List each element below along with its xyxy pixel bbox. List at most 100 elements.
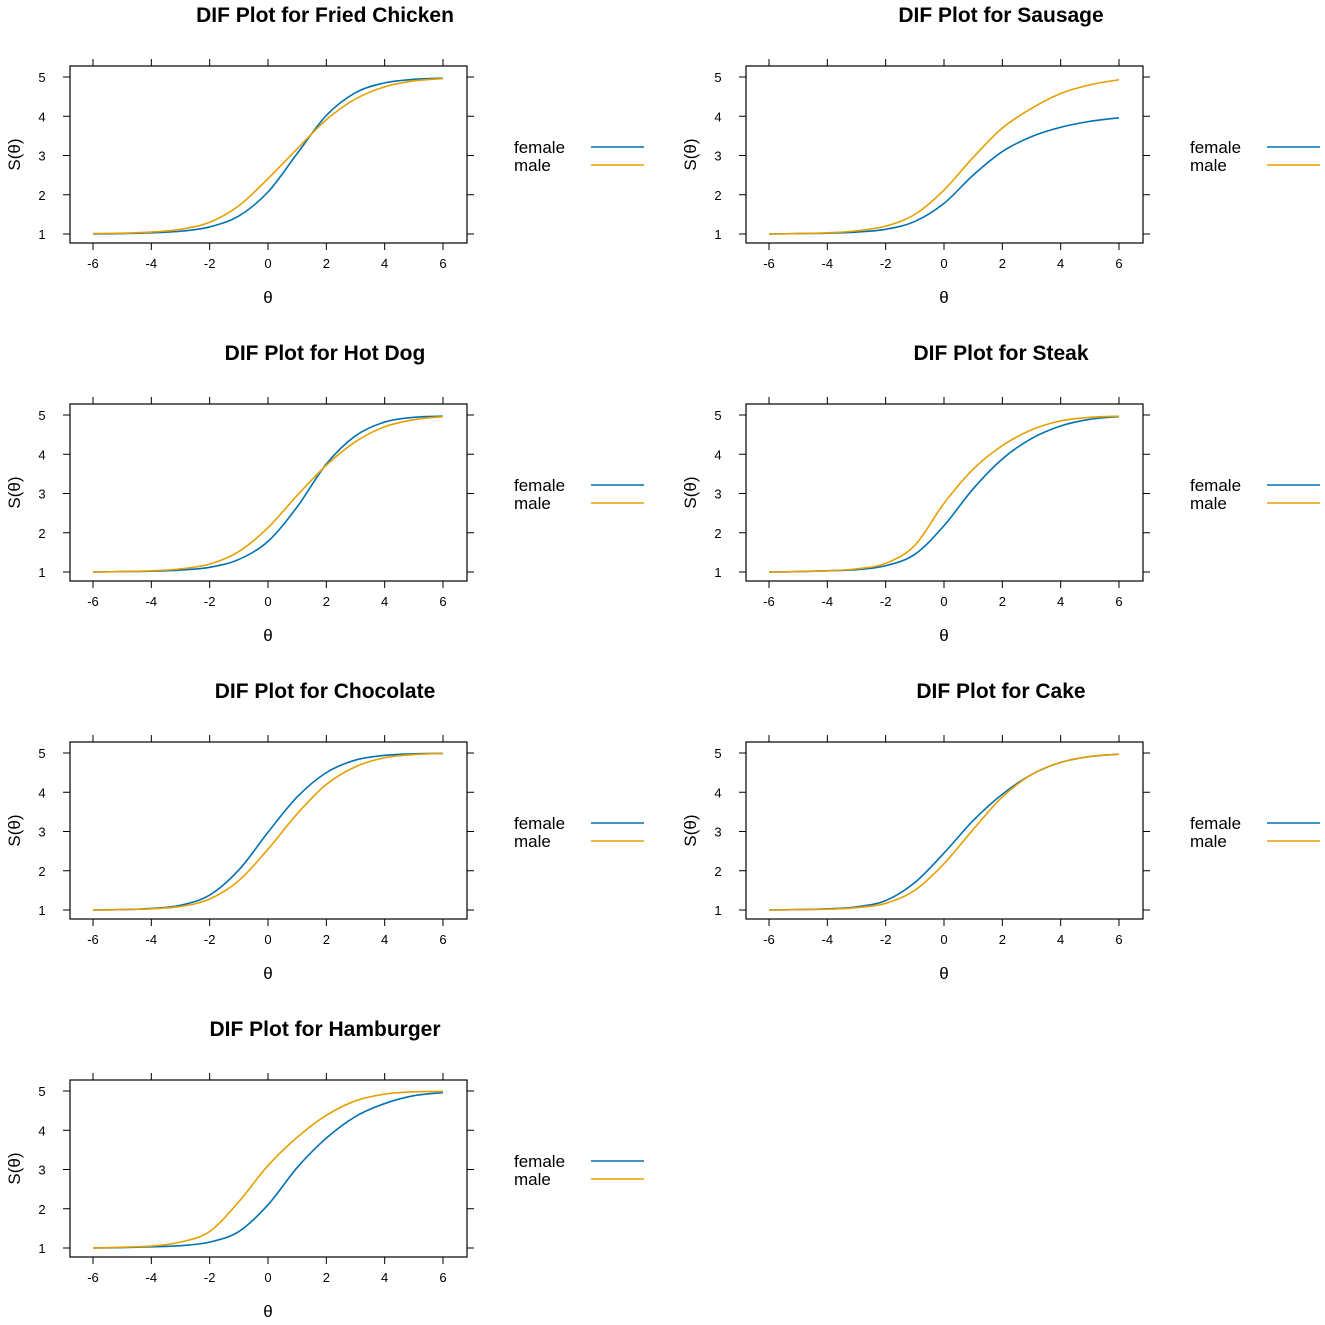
x-tick-label: -4 xyxy=(146,594,158,609)
x-tick-label: -2 xyxy=(880,256,892,271)
y-tick-label: 3 xyxy=(38,825,45,840)
x-tick-label: 2 xyxy=(323,1270,330,1285)
plot-frame xyxy=(745,65,1144,244)
series-line-male xyxy=(768,753,1120,911)
y-tick-label: 1 xyxy=(714,565,721,580)
plot-frame xyxy=(745,403,1144,582)
y-tick-label: 5 xyxy=(714,70,721,85)
series-line-female xyxy=(92,1091,444,1249)
legend-label-male: male xyxy=(514,494,551,513)
x-tick-label: 6 xyxy=(1115,594,1122,609)
x-tick-label: -2 xyxy=(880,594,892,609)
y-axis-label: S(θ) xyxy=(5,476,24,508)
y-axis-label: S(θ) xyxy=(681,476,700,508)
y-tick-label: 4 xyxy=(38,1123,45,1138)
series-line-male xyxy=(768,415,1120,573)
x-tick-label: -4 xyxy=(822,932,834,947)
y-tick-label: 3 xyxy=(714,149,721,164)
series-line-female xyxy=(768,415,1120,573)
legend-label-male: male xyxy=(1190,156,1227,175)
x-tick-label: -2 xyxy=(204,256,216,271)
series-line-female xyxy=(768,117,1120,235)
legend-label-female: female xyxy=(1190,138,1241,157)
chart-title: DIF Plot for Steak xyxy=(913,342,1088,365)
x-tick-label: 2 xyxy=(323,256,330,271)
series-line-male xyxy=(92,77,444,235)
plot-frame xyxy=(69,65,468,244)
x-tick-label: -6 xyxy=(87,594,99,609)
x-tick-label: 4 xyxy=(381,256,388,271)
x-axis-label: θ xyxy=(263,626,272,645)
y-tick-label: 4 xyxy=(714,785,721,800)
y-tick-label: 4 xyxy=(714,447,721,462)
x-tick-label: 4 xyxy=(1057,932,1064,947)
x-tick-label: -4 xyxy=(822,594,834,609)
legend-label-male: male xyxy=(514,832,551,851)
x-tick-label: 6 xyxy=(1115,256,1122,271)
y-tick-label: 4 xyxy=(714,109,721,124)
legend-label-female: female xyxy=(514,814,565,833)
x-tick-label: -4 xyxy=(146,932,158,947)
chart-title: DIF Plot for Sausage xyxy=(898,4,1103,27)
x-tick-label: -4 xyxy=(822,256,834,271)
x-tick-label: 0 xyxy=(264,594,271,609)
x-tick-label: 4 xyxy=(1057,256,1064,271)
x-tick-label: 2 xyxy=(999,932,1006,947)
series-line-male xyxy=(92,415,444,573)
x-tick-label: 0 xyxy=(264,932,271,947)
x-tick-label: -2 xyxy=(204,594,216,609)
legend-label-female: female xyxy=(1190,814,1241,833)
y-tick-label: 2 xyxy=(714,864,721,879)
plot-frame xyxy=(69,403,468,582)
y-tick-label: 5 xyxy=(714,408,721,423)
x-tick-label: 4 xyxy=(381,932,388,947)
x-axis-label: θ xyxy=(939,626,948,645)
chart-title: DIF Plot for Hot Dog xyxy=(225,342,426,365)
y-tick-label: 5 xyxy=(38,408,45,423)
y-tick-label: 1 xyxy=(714,903,721,918)
y-tick-label: 3 xyxy=(714,487,721,502)
y-tick-label: 1 xyxy=(38,1241,45,1256)
chart-title: DIF Plot for Cake xyxy=(916,680,1085,703)
legend-label-male: male xyxy=(1190,832,1227,851)
x-tick-label: 4 xyxy=(381,594,388,609)
y-tick-label: 4 xyxy=(38,447,45,462)
panel-0: DIF Plot for Fried Chicken -6 -4 -2 0 2 4 6 1 2 3 4… xyxy=(5,4,644,307)
y-axis-label: S(θ) xyxy=(5,814,24,846)
x-axis-label: θ xyxy=(263,964,272,983)
panel-6: DIF Plot for Hamburger -6 -4 -2 0 2 4 6 1 2 3 4 5 θ S(… xyxy=(5,1018,644,1321)
panel-1: DIF Plot for Sausage -6 -4 -2 0 2 4 6 1 2 3 4 5 θ S(θ)… xyxy=(681,4,1320,307)
y-tick-label: 3 xyxy=(714,825,721,840)
y-tick-label: 1 xyxy=(38,227,45,242)
x-tick-label: 2 xyxy=(323,932,330,947)
y-axis-label: S(θ) xyxy=(681,138,700,170)
y-tick-label: 2 xyxy=(38,864,45,879)
y-tick-label: 2 xyxy=(38,526,45,541)
x-tick-label: 4 xyxy=(1057,594,1064,609)
chart-title: DIF Plot for Chocolate xyxy=(215,680,436,703)
y-axis-label: S(θ) xyxy=(5,1152,24,1184)
x-tick-label: -2 xyxy=(204,932,216,947)
x-axis-label: θ xyxy=(263,1302,272,1321)
x-tick-label: 6 xyxy=(439,594,446,609)
x-tick-label: 6 xyxy=(439,256,446,271)
plot-frame xyxy=(69,1079,468,1258)
panel-4: DIF Plot for Chocolate -6 -4 -2 0 2 4 6 1 2 3 4 5 θ S(… xyxy=(5,680,644,983)
series-line-female xyxy=(92,77,444,235)
x-tick-label: 2 xyxy=(323,594,330,609)
y-tick-label: 2 xyxy=(38,1202,45,1217)
series-line-male xyxy=(768,78,1120,235)
x-tick-label: 0 xyxy=(264,256,271,271)
x-tick-label: 4 xyxy=(381,1270,388,1285)
series-line-female xyxy=(92,415,444,573)
y-tick-label: 3 xyxy=(38,487,45,502)
x-tick-label: -4 xyxy=(146,256,158,271)
x-tick-label: 0 xyxy=(940,932,947,947)
legend-label-male: male xyxy=(514,1170,551,1189)
x-tick-label: -6 xyxy=(763,256,775,271)
y-tick-label: 1 xyxy=(38,903,45,918)
x-axis-label: θ xyxy=(939,288,948,307)
legend-label-female: female xyxy=(514,1152,565,1171)
x-tick-label: -2 xyxy=(204,1270,216,1285)
